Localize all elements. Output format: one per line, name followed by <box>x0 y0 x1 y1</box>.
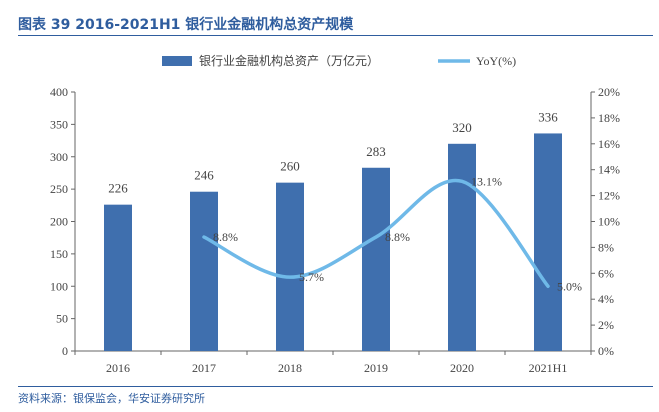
right-tick-label: 4% <box>598 292 614 306</box>
yoy-point <box>547 285 549 287</box>
legend-line-label: YoY(%) <box>476 54 516 68</box>
yoy-value-label: 5.0% <box>557 279 582 293</box>
left-tick-label: 400 <box>50 85 68 99</box>
title-divider <box>18 35 653 36</box>
right-tick-label: 6% <box>598 266 614 280</box>
yoy-point <box>461 180 463 182</box>
source-note: 资料来源：银保监会，华安证券研究所 <box>18 392 205 405</box>
right-tick-label: 0% <box>598 344 614 358</box>
bar-value-label: 260 <box>280 159 300 174</box>
right-tick-label: 14% <box>598 163 620 177</box>
left-tick-label: 150 <box>50 247 68 261</box>
legend-bar-label: 银行业金融机构总资产（万亿元） <box>199 53 379 68</box>
yoy-point <box>289 276 291 278</box>
yoy-value-label: 8.8% <box>213 230 238 244</box>
bar-value-label: 283 <box>366 144 386 159</box>
bar <box>534 133 562 351</box>
x-tick-label: 2018 <box>278 361 302 375</box>
bar-value-label: 226 <box>108 181 128 196</box>
left-tick-label: 250 <box>50 182 68 196</box>
x-tick-label: 2019 <box>364 361 388 375</box>
right-tick-label: 10% <box>598 215 620 229</box>
left-tick-label: 0 <box>62 344 68 358</box>
left-tick-label: 200 <box>50 215 68 229</box>
x-tick-label: 2017 <box>192 361 216 375</box>
x-tick-label: 2021H1 <box>529 361 568 375</box>
yoy-line <box>202 178 550 288</box>
right-tick-label: 8% <box>598 240 614 254</box>
source-divider <box>18 386 653 387</box>
yoy-value-label: 8.8% <box>385 230 410 244</box>
left-tick-label: 50 <box>56 312 68 326</box>
left-tick-label: 350 <box>50 117 68 131</box>
bar-value-label: 336 <box>538 109 558 124</box>
legend-bar-swatch <box>162 56 192 66</box>
yoy-value-label: 13.1% <box>471 174 502 188</box>
yoy-point <box>203 236 205 238</box>
x-tick-label: 2016 <box>106 361 130 375</box>
bar <box>104 204 132 351</box>
right-tick-label: 16% <box>598 137 620 151</box>
right-tick-label: 2% <box>598 318 614 332</box>
chart-title: 图表 39 2016-2021H1 银行业金融机构总资产规模 <box>18 17 354 33</box>
bar <box>276 182 304 351</box>
bar-value-label: 246 <box>194 168 214 183</box>
bar <box>190 191 218 351</box>
bar <box>362 167 390 351</box>
left-tick-label: 100 <box>50 279 68 293</box>
yoy-point <box>375 236 377 238</box>
bar-value-label: 320 <box>452 120 472 135</box>
chart-header: 图表 39 2016-2021H1 银行业金融机构总资产规模 <box>0 0 659 36</box>
x-tick-label: 2020 <box>450 361 474 375</box>
yoy-value-label: 5.7% <box>299 270 324 284</box>
left-tick-label: 300 <box>50 150 68 164</box>
right-tick-label: 12% <box>598 189 620 203</box>
bar <box>448 143 476 351</box>
right-tick-label: 20% <box>598 85 620 99</box>
right-tick-label: 18% <box>598 111 620 125</box>
